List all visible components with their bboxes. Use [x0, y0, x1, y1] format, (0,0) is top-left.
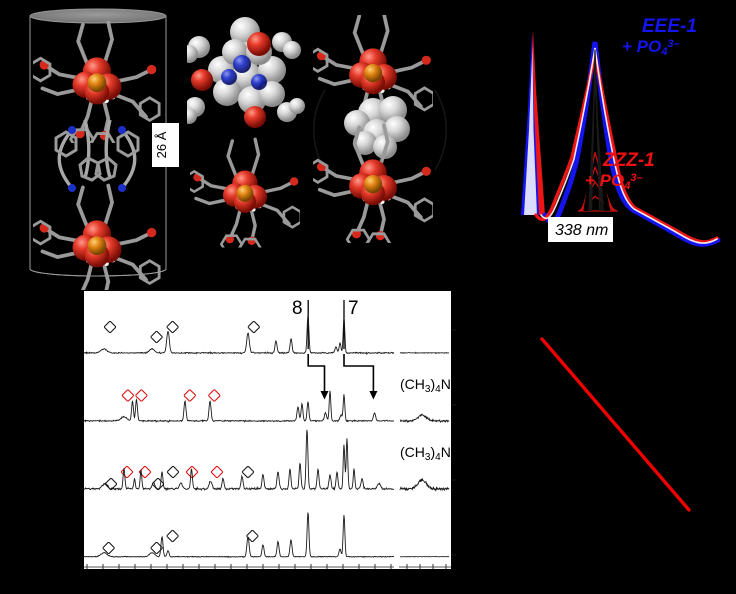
svg-text:8: 8	[292, 298, 303, 319]
svg-text:7: 7	[348, 298, 359, 319]
svg-text:(CH3)4N: (CH3)4N	[400, 444, 451, 463]
svg-text:(CH3)4N: (CH3)4N	[400, 376, 451, 395]
